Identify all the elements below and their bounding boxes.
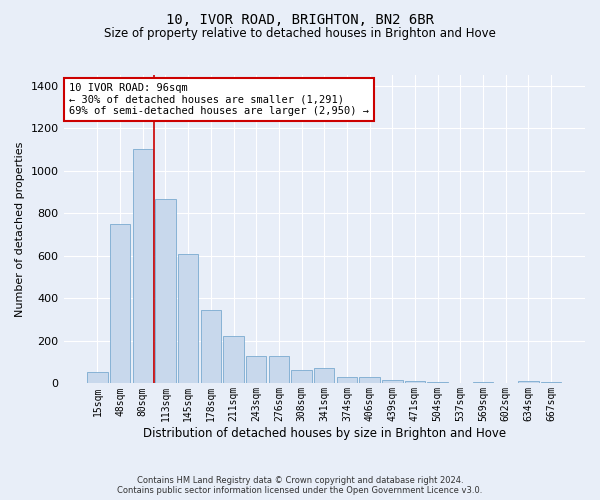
Bar (110, 224, 130, 384)
Text: Size of property relative to detached houses in Brighton and Hove: Size of property relative to detached ho… (104, 28, 496, 40)
Bar (223, 336, 244, 384)
Bar (518, 382, 539, 384)
Y-axis label: Number of detached properties: Number of detached properties (15, 142, 25, 317)
Bar (314, 368, 334, 384)
Bar (405, 382, 425, 384)
Bar (178, 254, 199, 384)
Bar (541, 382, 561, 384)
X-axis label: Distribution of detached houses by size in Brighton and Hove: Distribution of detached houses by size … (143, 427, 506, 440)
Text: 10, IVOR ROAD, BRIGHTON, BN2 6BR: 10, IVOR ROAD, BRIGHTON, BN2 6BR (166, 12, 434, 26)
Text: 10 IVOR ROAD: 96sqm
← 30% of detached houses are smaller (1,291)
69% of semi-det: 10 IVOR ROAD: 96sqm ← 30% of detached ho… (69, 82, 369, 116)
Bar (473, 382, 493, 384)
Bar (87, 372, 107, 384)
Bar (269, 356, 289, 384)
Bar (427, 382, 448, 384)
Bar (133, 150, 153, 384)
Bar (246, 356, 266, 384)
Bar (337, 378, 357, 384)
Text: Contains HM Land Registry data © Crown copyright and database right 2024.
Contai: Contains HM Land Registry data © Crown c… (118, 476, 482, 495)
Bar (155, 200, 176, 384)
Bar (292, 370, 312, 384)
Bar (200, 310, 221, 384)
Bar (382, 380, 403, 384)
Bar (359, 378, 380, 384)
